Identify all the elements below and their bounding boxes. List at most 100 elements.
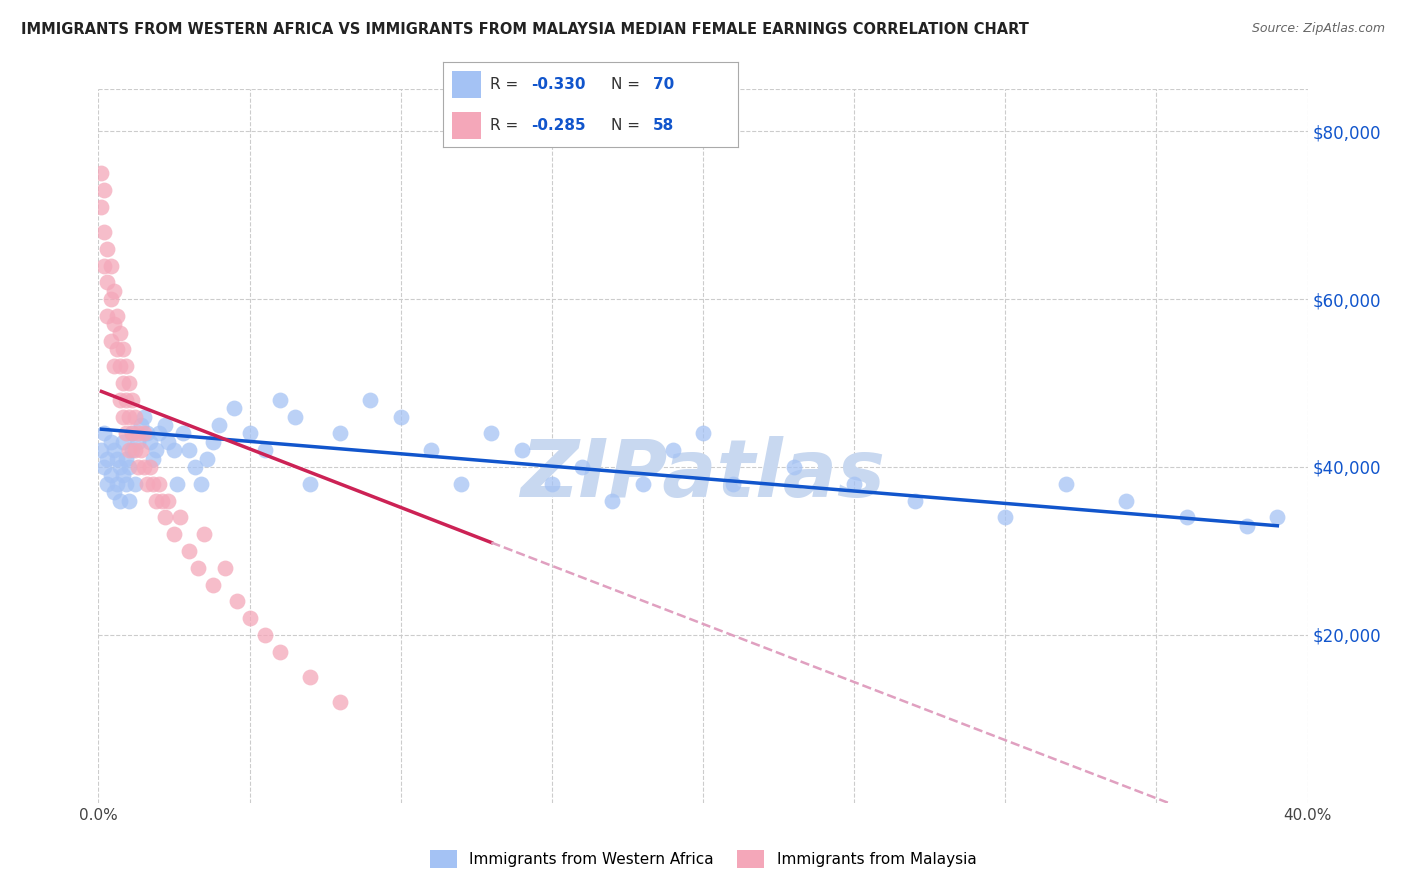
Point [692,426,714,441]
Point [121,392,143,407]
Point [148,476,170,491]
Point [269,392,291,407]
Point [105,476,128,491]
Point [208,417,231,432]
Point [118,376,141,390]
Point [103,284,125,298]
Point [129,443,152,458]
Point [111,409,134,424]
Point [108,460,131,475]
Point [121,426,143,441]
Point [114,451,136,466]
Point [96,476,118,491]
Text: R =: R = [491,77,523,92]
Point [118,443,141,458]
Point [100,334,122,348]
Point [111,343,134,357]
Point [202,577,225,591]
Point [1175,510,1198,524]
Point [142,476,165,491]
Point [108,359,131,374]
Point [142,451,165,466]
Point [450,476,472,491]
Point [661,443,683,458]
Point [163,527,186,541]
Point [111,434,134,449]
Point [132,460,155,475]
Point [105,309,128,323]
Legend: Immigrants from Western Africa, Immigrants from Malaysia: Immigrants from Western Africa, Immigran… [423,844,983,873]
Point [127,460,149,475]
Point [124,476,146,491]
Point [179,544,201,558]
Point [1115,493,1137,508]
Point [166,476,188,491]
Point [100,292,122,306]
Point [226,594,249,608]
Point [124,443,146,458]
Point [195,451,218,466]
Text: Source: ZipAtlas.com: Source: ZipAtlas.com [1251,22,1385,36]
Point [127,426,149,441]
Point [93,225,115,239]
Point [360,392,382,407]
Point [93,259,115,273]
Point [299,476,322,491]
Point [299,670,322,684]
Point [114,392,136,407]
Bar [451,71,481,98]
Point [132,426,155,441]
Point [187,560,209,574]
Point [108,493,131,508]
Point [224,401,246,416]
Point [214,560,236,574]
Point [111,468,134,483]
Point [90,200,112,214]
Point [163,443,186,458]
Point [571,460,593,475]
Text: -0.330: -0.330 [531,77,586,92]
Point [148,426,170,441]
Point [103,318,125,332]
Point [481,426,503,441]
Point [631,476,654,491]
Point [179,443,201,458]
Text: ZIPatlas: ZIPatlas [520,435,886,514]
Point [100,259,122,273]
Point [1267,510,1289,524]
Text: N =: N = [612,77,645,92]
Point [190,476,212,491]
Point [103,359,125,374]
Point [93,460,115,475]
Point [111,376,134,390]
Point [90,443,112,458]
Point [118,409,141,424]
Point [269,645,291,659]
Point [139,460,162,475]
Text: 58: 58 [652,118,673,133]
Point [329,426,352,441]
Point [129,417,152,432]
Point [121,426,143,441]
Point [253,443,276,458]
Text: 70: 70 [652,77,673,92]
Point [124,409,146,424]
Point [100,468,122,483]
Text: N =: N = [612,118,645,133]
Point [145,443,167,458]
Point [135,426,157,441]
Point [145,493,167,508]
Text: -0.285: -0.285 [531,118,586,133]
Point [994,510,1017,524]
Point [172,426,194,441]
Point [132,409,155,424]
Point [1054,476,1077,491]
Point [90,166,112,180]
Bar [451,112,481,139]
Point [108,392,131,407]
Point [844,476,866,491]
Point [1236,518,1258,533]
Point [103,485,125,500]
Point [253,628,276,642]
Point [202,434,225,449]
